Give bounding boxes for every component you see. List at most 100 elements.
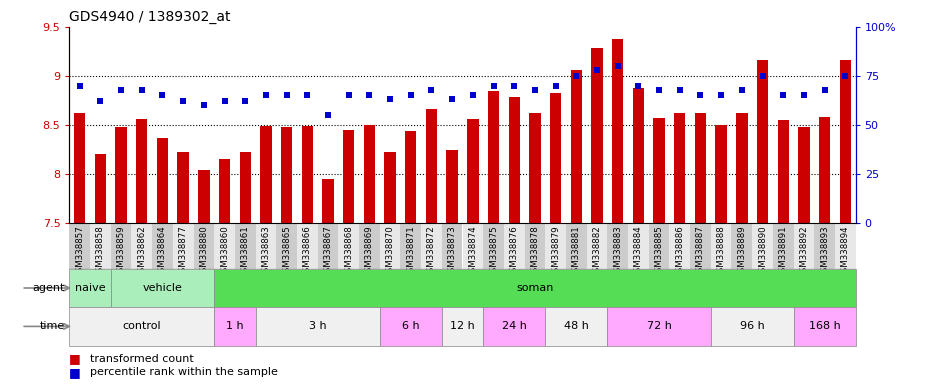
Bar: [447, 150, 458, 223]
Bar: [571, 70, 582, 223]
Bar: [421, 223, 442, 269]
Bar: [178, 152, 189, 223]
Bar: [529, 113, 540, 223]
Bar: [380, 223, 401, 269]
Point: [279, 92, 294, 98]
Bar: [255, 307, 380, 346]
Text: GSM338878: GSM338878: [530, 225, 539, 278]
Text: GSM338883: GSM338883: [613, 225, 623, 278]
Bar: [648, 223, 670, 269]
Text: GSM338880: GSM338880: [200, 225, 208, 278]
Bar: [240, 152, 251, 223]
Bar: [586, 223, 608, 269]
Text: percentile rank within the sample: percentile rank within the sample: [90, 367, 278, 377]
Bar: [545, 223, 566, 269]
Bar: [752, 223, 773, 269]
Bar: [612, 39, 623, 223]
Bar: [322, 179, 334, 223]
Bar: [462, 223, 483, 269]
Text: GSM338868: GSM338868: [344, 225, 353, 278]
Text: GSM338862: GSM338862: [137, 225, 146, 278]
Text: 1 h: 1 h: [226, 321, 243, 331]
Text: GSM338866: GSM338866: [302, 225, 312, 278]
Bar: [608, 307, 710, 346]
Bar: [509, 98, 520, 223]
Bar: [364, 125, 375, 223]
Bar: [633, 88, 644, 223]
Text: 168 h: 168 h: [808, 321, 841, 331]
Text: GSM338875: GSM338875: [489, 225, 498, 278]
Text: GDS4940 / 1389302_at: GDS4940 / 1389302_at: [69, 10, 231, 25]
Text: 48 h: 48 h: [564, 321, 588, 331]
Text: GSM338879: GSM338879: [551, 225, 561, 278]
Point: [569, 73, 584, 79]
Text: GSM338894: GSM338894: [841, 225, 850, 278]
Point: [734, 86, 749, 93]
Bar: [670, 223, 690, 269]
Text: GSM338861: GSM338861: [240, 225, 250, 278]
Point: [776, 92, 791, 98]
Text: time: time: [40, 321, 65, 331]
Bar: [111, 269, 215, 307]
Text: GSM338864: GSM338864: [158, 225, 167, 278]
Text: 72 h: 72 h: [647, 321, 672, 331]
Bar: [710, 223, 732, 269]
Bar: [302, 126, 313, 223]
Text: GSM338873: GSM338873: [448, 225, 457, 278]
Point: [527, 86, 542, 93]
Bar: [467, 119, 478, 223]
Point: [114, 86, 129, 93]
Text: GSM338863: GSM338863: [262, 225, 270, 278]
Text: agent: agent: [32, 283, 65, 293]
Text: GSM338865: GSM338865: [282, 225, 291, 278]
Point: [672, 86, 687, 93]
Bar: [814, 223, 835, 269]
Text: 24 h: 24 h: [501, 321, 526, 331]
Bar: [277, 223, 297, 269]
Bar: [359, 223, 380, 269]
Point: [424, 86, 438, 93]
Point: [693, 92, 708, 98]
Point: [549, 83, 563, 89]
Text: GSM338884: GSM338884: [634, 225, 643, 278]
Point: [238, 98, 253, 104]
Bar: [111, 223, 131, 269]
Bar: [550, 93, 561, 223]
Text: GSM338889: GSM338889: [737, 225, 746, 278]
Point: [755, 73, 770, 79]
Bar: [281, 127, 292, 223]
Bar: [405, 131, 416, 223]
Text: GSM338860: GSM338860: [220, 225, 229, 278]
Text: transformed count: transformed count: [90, 354, 193, 364]
Point: [93, 98, 108, 104]
Point: [176, 98, 191, 104]
Text: GSM338857: GSM338857: [75, 225, 84, 278]
Text: GSM338874: GSM338874: [468, 225, 477, 278]
Text: vehicle: vehicle: [142, 283, 182, 293]
Bar: [778, 120, 789, 223]
Bar: [90, 223, 111, 269]
Bar: [198, 170, 210, 223]
Text: GSM338885: GSM338885: [655, 225, 663, 278]
Point: [507, 83, 522, 89]
Point: [134, 86, 149, 93]
Bar: [385, 152, 396, 223]
Point: [817, 86, 832, 93]
Point: [217, 98, 232, 104]
Text: GSM338859: GSM338859: [117, 225, 126, 278]
Bar: [136, 119, 147, 223]
Point: [155, 92, 170, 98]
Text: GSM338891: GSM338891: [779, 225, 788, 278]
Bar: [840, 60, 851, 223]
Bar: [483, 307, 545, 346]
Point: [651, 86, 666, 93]
Point: [300, 92, 314, 98]
Point: [838, 73, 853, 79]
Text: ■: ■: [69, 366, 81, 379]
Text: GSM338876: GSM338876: [510, 225, 519, 278]
Bar: [260, 126, 272, 223]
Bar: [710, 307, 794, 346]
Text: GSM338882: GSM338882: [593, 225, 601, 278]
Bar: [674, 113, 685, 223]
Point: [196, 102, 211, 108]
